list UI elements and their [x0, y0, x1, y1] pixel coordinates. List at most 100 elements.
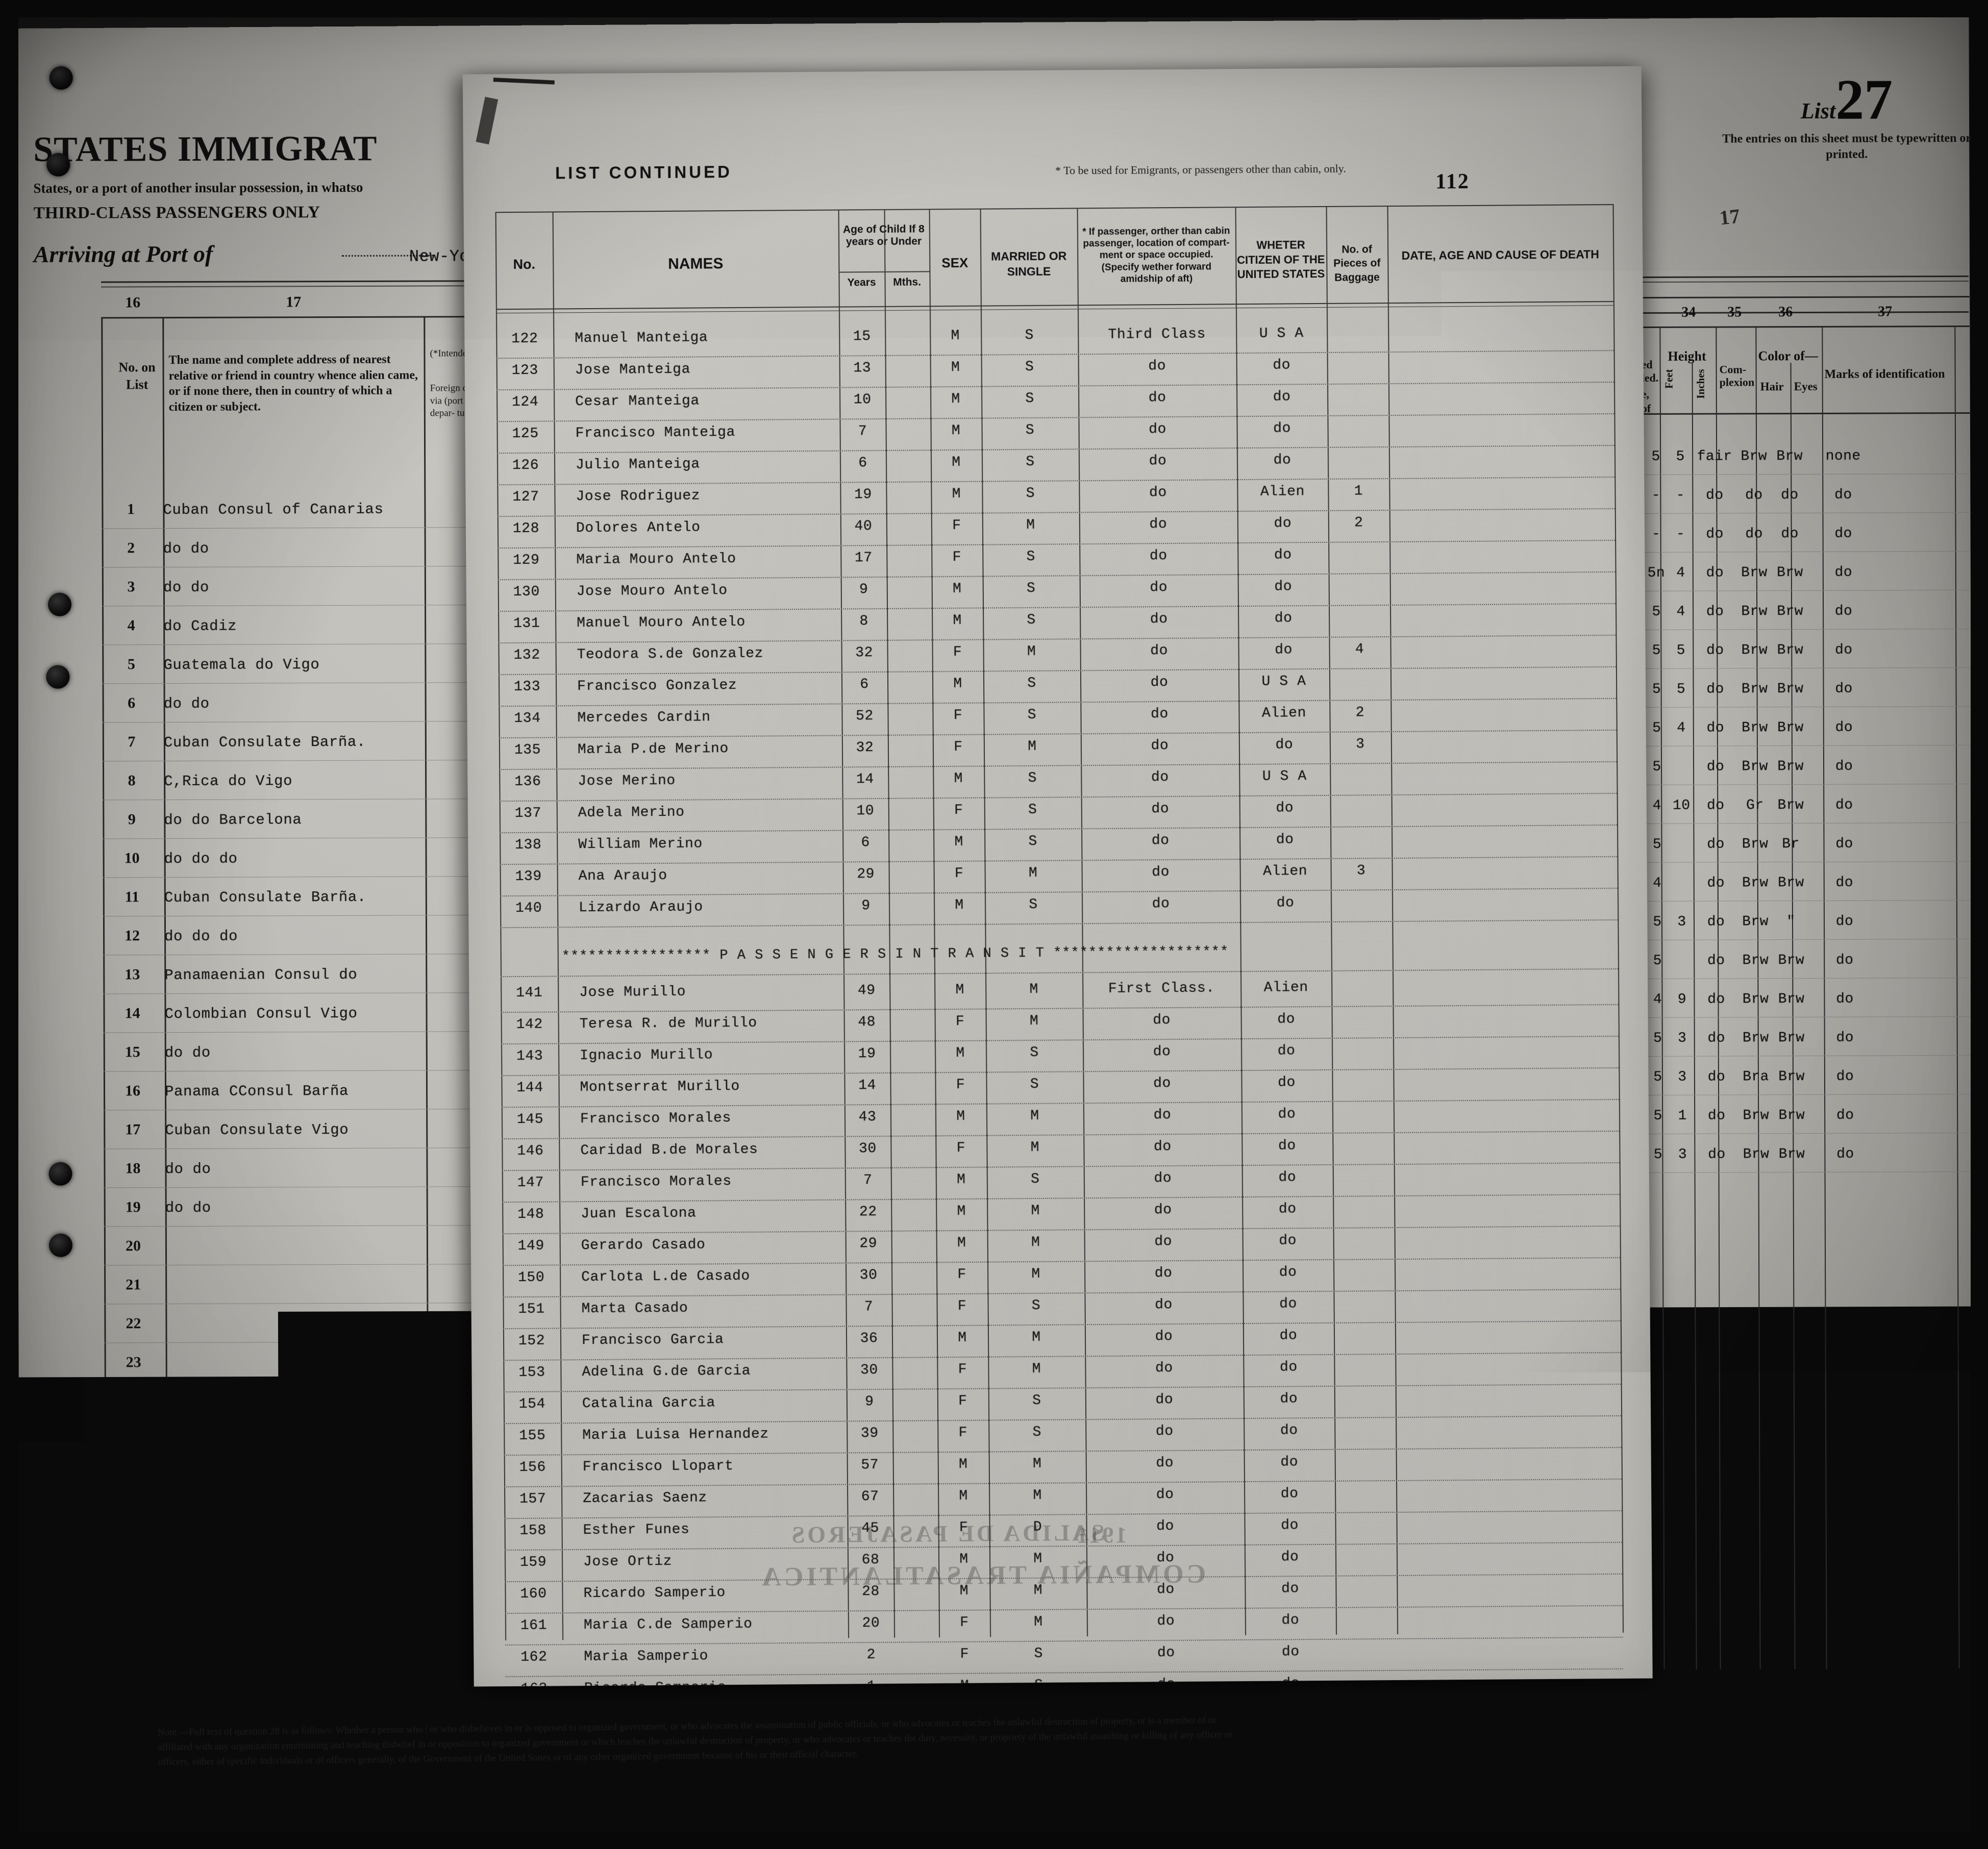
left-row-value: do do [164, 694, 501, 712]
passenger-cell: 150 [503, 1269, 560, 1286]
right-cell-hair: do [1737, 526, 1772, 542]
passenger-cell: do [1237, 515, 1328, 532]
passenger-cell: do [1237, 547, 1328, 563]
right-cell-inches: 4 [1668, 720, 1695, 736]
passenger-cell: 19 [840, 487, 886, 503]
passenger-cell: do [1086, 1518, 1244, 1535]
left-row-value: Cuban Consulate Barña. [164, 888, 501, 906]
right-cell-eyes: " [1774, 914, 1808, 930]
row-divider [104, 1225, 517, 1227]
passenger-cell: S [982, 485, 1079, 502]
passenger-cell: 52 [841, 708, 887, 724]
right-cell-complexion: do [1696, 487, 1733, 503]
passenger-cell: 49 [843, 983, 889, 999]
passenger-cell: 128 [498, 520, 555, 537]
left-row-value: Cuban Consul of Canarias [163, 501, 500, 518]
passenger-cell: 4 [1329, 641, 1390, 658]
right-cell-hair: Brw [1738, 1108, 1773, 1123]
row-divider [104, 1070, 517, 1072]
age-subheader-rule [838, 271, 929, 272]
passenger-cell: Adela Merino [578, 804, 842, 821]
row-divider [104, 1031, 517, 1033]
row-divider [104, 1147, 517, 1150]
passenger-cell: M [934, 982, 985, 998]
passenger-cell: 8 [841, 613, 887, 630]
left-row-number: 8 [114, 772, 150, 789]
row-divider [102, 643, 515, 645]
right-cell-eyes: Brw [1773, 565, 1807, 581]
passenger-cell: do [1084, 1265, 1242, 1282]
passenger-cell: 135 [499, 742, 556, 758]
right-cell-complexion: do [1698, 1069, 1735, 1085]
row-divider [105, 1458, 518, 1460]
passenger-cell: 136 [499, 773, 556, 790]
left-row-value: do do do [164, 849, 501, 867]
right-cell-complexion: do [1696, 526, 1734, 542]
passenger-cell: Jose Manteiga [575, 361, 839, 379]
passenger-cell: do [1086, 1486, 1244, 1503]
passenger-cell: 10 [839, 392, 885, 408]
right-cell-eyes: Brw [1774, 953, 1808, 968]
header-mths: Mths. [884, 276, 929, 288]
right-cell-feet: 5 [1645, 604, 1668, 620]
passenger-cell: M [987, 1203, 1084, 1219]
passenger-cell: 9 [847, 1394, 892, 1410]
passenger-cell: M [984, 738, 1081, 755]
passenger-cell: M [938, 1583, 989, 1600]
passenger-cell: 14 [842, 771, 888, 788]
row-divider [1639, 590, 1988, 591]
left-row-value: do do [165, 1198, 502, 1216]
passenger-cell: do [1085, 1328, 1243, 1345]
passenger-cell: 13 [839, 360, 885, 377]
row-divider [1639, 629, 1988, 630]
right-cell-inches: - [1667, 488, 1694, 504]
passenger-cell: 132 [499, 647, 556, 663]
row-divider [103, 798, 516, 801]
right-cell-feet: 5n [1645, 565, 1668, 581]
right-cell-feet: 5 [1646, 682, 1668, 697]
passenger-cell: do [1078, 358, 1236, 374]
passenger-cell: 144 [501, 1080, 558, 1096]
passenger-cell: do [1236, 389, 1327, 405]
left-row-number: 13 [114, 966, 150, 983]
row-divider [104, 1109, 517, 1111]
left-row-value: do do Barcelona [164, 811, 501, 829]
passenger-cell: S [988, 1392, 1085, 1409]
right-column-table: 5 5 fair Brw Brw none - - do do do do - - do do do do 5n 4 d… [1638, 286, 1988, 1664]
right-cell-marks: do [1812, 1146, 1878, 1162]
passenger-cell: F [935, 1140, 986, 1157]
list-continued-heading: LIST CONTINUED [555, 162, 732, 183]
right-cell-eyes: Brw [1773, 759, 1808, 774]
passenger-cell: F [938, 1520, 989, 1536]
row-divider [1641, 1055, 1988, 1057]
passenger-cell: do [1083, 1075, 1241, 1092]
passenger-cell: do [1243, 1328, 1334, 1344]
passenger-cell: do [1238, 642, 1329, 658]
header-rule [496, 305, 1613, 313]
right-cell-complexion: do [1698, 1108, 1735, 1123]
passenger-cell: Maria Samperio [584, 1647, 848, 1665]
right-cell-eyes: Brw [1774, 1030, 1809, 1046]
list-word: List [1801, 98, 1836, 124]
passenger-cell: do [1245, 1612, 1336, 1629]
passenger-cell: S [986, 1044, 1083, 1061]
passenger-cell: do [1084, 1202, 1242, 1218]
passenger-cell: do [1086, 1581, 1245, 1598]
right-cell-hair: Brw [1737, 836, 1772, 852]
passenger-cell: S [990, 1645, 1087, 1662]
passenger-cell: 151 [503, 1301, 560, 1317]
left-row-number: 27 [116, 1509, 152, 1526]
right-cell-feet: 5 [1646, 837, 1668, 853]
passenger-cell: do [1242, 1296, 1333, 1312]
row-divider [1639, 551, 1988, 553]
right-cell-inches: 3 [1669, 914, 1695, 930]
right-cell-hair: Brw [1737, 720, 1772, 736]
right-cell-hair: Gr [1737, 797, 1772, 813]
passenger-cell: F [939, 1646, 990, 1663]
right-cell-complexion: do [1696, 604, 1734, 619]
right-cell-marks: do [1811, 759, 1877, 774]
row-divider [103, 876, 516, 878]
left-row-number: 12 [114, 927, 150, 944]
right-cell-eyes: do [1773, 526, 1807, 542]
passenger-cell: Teresa R. de Murillo [580, 1015, 844, 1033]
